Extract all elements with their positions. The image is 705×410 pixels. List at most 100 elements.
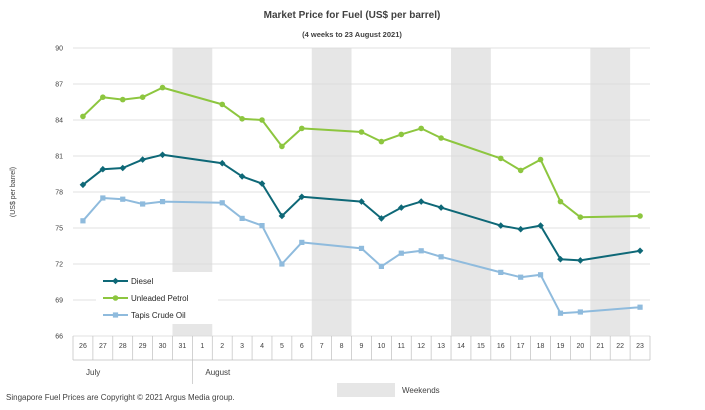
x-tick-26: 26 xyxy=(79,343,87,350)
unleaded-petrol-point-17 xyxy=(537,156,544,163)
x-tick-15: 15 xyxy=(477,343,485,350)
unleaded-petrol-point-9 xyxy=(299,125,305,132)
x-tick-13: 13 xyxy=(437,343,445,350)
tapis-crude-oil-point-6 xyxy=(239,215,245,221)
tapis-crude-oil-point-2 xyxy=(120,196,126,202)
y-tick-75: 75 xyxy=(55,226,63,233)
tapis-crude-oil-point-11 xyxy=(378,263,384,269)
chart-title: Market Price for Fuel (US$ per barrel) xyxy=(264,10,441,21)
unleaded-petrol-point-10 xyxy=(358,129,365,135)
tapis-crude-oil-point-13 xyxy=(418,248,424,254)
unleaded-petrol-point-15 xyxy=(497,155,504,162)
legend-label-diesel: Diesel xyxy=(131,277,153,286)
diesel-point-15 xyxy=(497,222,505,229)
unleaded-petrol-point-8 xyxy=(279,143,285,150)
legend-marker-unleaded-petrol xyxy=(112,295,119,301)
tapis-crude-oil-point-8 xyxy=(279,261,285,267)
y-tick-72: 72 xyxy=(55,262,63,269)
unleaded-petrol-point-19 xyxy=(577,214,584,220)
diesel-point-8 xyxy=(278,212,286,220)
diesel-point-7 xyxy=(258,180,266,187)
tapis-crude-oil-point-10 xyxy=(358,245,365,251)
x-tick-27: 27 xyxy=(99,343,107,350)
x-tick-10: 10 xyxy=(377,343,385,350)
tapis-crude-oil-point-17 xyxy=(537,272,544,278)
y-tick-labels: 66 69 72 75 78 81 84 87 90 xyxy=(55,46,63,341)
unleaded-petrol-point-6 xyxy=(239,116,245,122)
unleaded-petrol-point-20 xyxy=(637,213,643,219)
x-tick-28: 28 xyxy=(119,343,127,350)
x-tick-19: 19 xyxy=(557,343,565,350)
month-label-july: July xyxy=(86,368,100,377)
unleaded-petrol-point-7 xyxy=(259,117,265,123)
unleaded-petrol-point-11 xyxy=(378,138,385,145)
x-tick-9: 9 xyxy=(360,343,364,350)
diesel-point-4 xyxy=(159,151,166,159)
y-tick-69: 69 xyxy=(55,298,63,305)
diesel-point-5 xyxy=(218,159,226,167)
tapis-crude-oil-point-18 xyxy=(557,310,564,316)
unleaded-petrol-point-0 xyxy=(80,113,86,120)
tapis-crude-oil-point-16 xyxy=(518,274,524,280)
diesel-point-19 xyxy=(577,257,584,264)
diesel-point-17 xyxy=(537,222,544,229)
diesel-point-9 xyxy=(298,193,306,201)
unleaded-petrol-point-16 xyxy=(517,167,524,174)
x-tick-4: 4 xyxy=(260,343,264,350)
diesel-point-6 xyxy=(238,173,246,180)
diesel-point-20 xyxy=(636,247,644,255)
diesel-point-13 xyxy=(417,198,425,205)
y-axis-label: (US$ per barrel) xyxy=(10,167,17,217)
x-tick-17: 17 xyxy=(517,343,525,350)
unleaded-petrol-point-12 xyxy=(398,131,405,138)
diesel-point-3 xyxy=(139,156,146,163)
x-tick-8: 8 xyxy=(340,343,344,350)
tapis-crude-oil-point-0 xyxy=(80,218,86,224)
x-tick-31: 31 xyxy=(179,343,187,350)
unleaded-petrol-point-14 xyxy=(438,135,444,141)
diesel-point-11 xyxy=(378,215,385,222)
x-tick-22: 22 xyxy=(616,343,624,350)
series-lines xyxy=(79,84,644,316)
diesel-point-16 xyxy=(517,225,524,233)
diesel-point-14 xyxy=(437,204,445,211)
legend-label-unleaded-petrol: Unleaded Petrol xyxy=(131,294,189,303)
legend-marker-tapis-crude-oil xyxy=(112,312,119,318)
y-tick-66: 66 xyxy=(55,334,63,341)
tapis-crude-oil-point-20 xyxy=(637,304,643,310)
chart-subtitle: (4 weeks to 23 August 2021) xyxy=(302,30,402,39)
copyright-text: Singapore Fuel Prices are Copyright © 20… xyxy=(6,393,235,402)
series-line-diesel xyxy=(82,153,641,262)
unleaded-petrol-point-13 xyxy=(418,125,424,132)
y-tick-84: 84 xyxy=(55,118,63,125)
month-label-august: August xyxy=(205,368,231,377)
x-tick-14: 14 xyxy=(457,343,465,350)
x-tick-1: 1 xyxy=(200,343,204,350)
x-tick-18: 18 xyxy=(537,343,545,350)
unleaded-petrol-point-4 xyxy=(159,84,166,91)
tapis-crude-oil-point-14 xyxy=(438,254,444,260)
unleaded-petrol-point-5 xyxy=(219,101,226,108)
diesel-point-2 xyxy=(119,164,127,172)
diesel-point-18 xyxy=(557,255,564,263)
x-tick-16: 16 xyxy=(497,343,505,350)
x-tick-29: 29 xyxy=(139,343,147,350)
tapis-crude-oil-point-15 xyxy=(498,269,504,275)
x-tick-11: 11 xyxy=(398,343,405,350)
diesel-point-1 xyxy=(99,165,107,173)
tapis-crude-oil-point-1 xyxy=(100,195,106,201)
series-line-unleaded-petrol xyxy=(82,86,641,219)
weekends-swatch xyxy=(337,383,395,397)
y-tick-81: 81 xyxy=(55,154,63,161)
x-tick-20: 20 xyxy=(576,343,584,350)
x-tick-labels: 26 27 28 29 30 31 1 2 3 4 5 6 7 8 9 10 11 12 13 14 15 16 17 18 1… xyxy=(72,336,651,384)
y-tick-78: 78 xyxy=(55,190,63,197)
x-tick-7: 7 xyxy=(320,343,324,350)
tapis-crude-oil-point-5 xyxy=(219,200,225,206)
x-tick-6: 6 xyxy=(300,343,304,350)
y-tick-90: 90 xyxy=(55,46,63,53)
tapis-crude-oil-point-7 xyxy=(259,223,265,229)
x-tick-21: 21 xyxy=(596,343,604,350)
x-tick-12: 12 xyxy=(417,343,425,350)
